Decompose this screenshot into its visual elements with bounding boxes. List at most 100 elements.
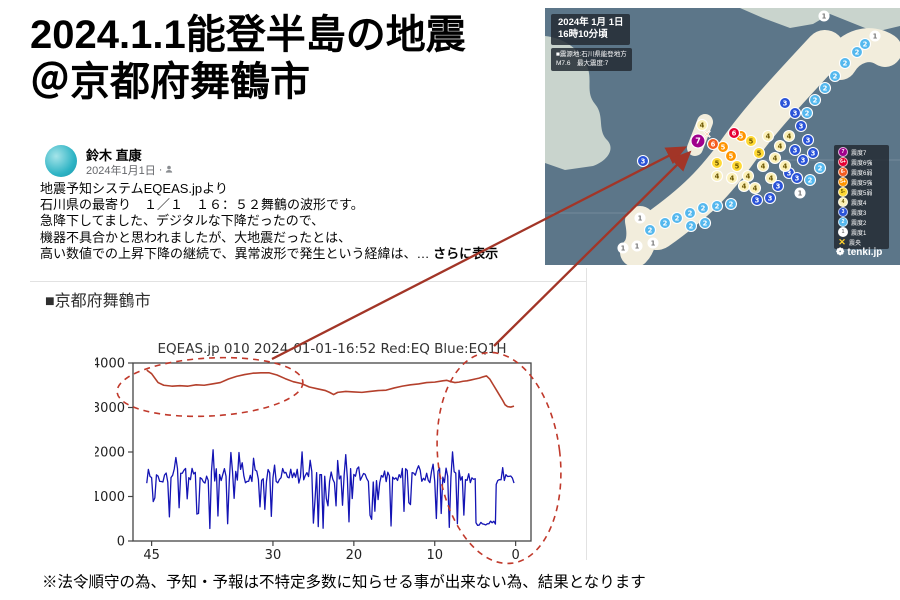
intensity-dot-icon: 7 xyxy=(838,147,848,158)
intensity-marker-circle xyxy=(818,10,830,22)
intensity-marker-circle xyxy=(730,159,744,173)
intensity-dot-icon: 5- xyxy=(838,187,848,198)
intensity-marker-circle xyxy=(773,139,787,153)
intensity-marker-circle xyxy=(744,134,758,148)
intensity-marker-number: 3 xyxy=(641,157,646,165)
intensity-marker-circle xyxy=(724,149,738,163)
intensity-marker-number: 3 xyxy=(787,169,792,177)
intensity-marker-number: 5 xyxy=(749,137,754,145)
intensity-marker: 2 xyxy=(838,56,852,70)
intensity-marker-circle xyxy=(796,153,810,167)
post-author-name[interactable]: 鈴木 直康 xyxy=(86,148,142,163)
intensity-marker-number: 4 xyxy=(761,162,766,170)
x-tick-label: 20 xyxy=(346,548,363,563)
avatar[interactable] xyxy=(45,145,77,177)
intensity-marker-number: 2 xyxy=(703,219,708,227)
intensity-marker-number: 2 xyxy=(688,209,693,217)
intensity-marker: 4 xyxy=(741,169,755,183)
intensity-marker-circle xyxy=(869,30,881,42)
intensity-marker-number: 1 xyxy=(621,244,626,252)
intensity-marker-number: 3 xyxy=(793,109,798,117)
intensity-marker-number: 2 xyxy=(833,72,838,80)
intensity-marker-number: 2 xyxy=(675,214,680,222)
post-body-line: 機器不具合かと思われましたが、大地震だったとは、 xyxy=(40,229,352,245)
legend-label: 震度6弱 xyxy=(851,170,873,177)
intensity-marker: 4 xyxy=(748,181,762,195)
map-source-box: ■震源地:石川県能登地方 M7.6 最大震度:7 xyxy=(551,48,632,71)
intensity-marker: 2 xyxy=(698,216,712,230)
intensity-marker-number: 4 xyxy=(753,184,758,192)
post-date: 2024年1月1日 xyxy=(86,165,156,177)
intensity-marker: 3 xyxy=(778,96,792,110)
tenki-logo: ❁ tenki.jp xyxy=(836,247,882,258)
intensity-marker: 3 xyxy=(750,193,764,207)
legend-label: 震度1 xyxy=(851,230,867,237)
intensity-marker-circle xyxy=(806,146,820,160)
intensity-marker-number: 4 xyxy=(742,182,747,190)
y-tick-label: 2000 xyxy=(95,446,125,461)
intensity-marker-circle xyxy=(782,129,796,143)
intensity-marker-number: 2 xyxy=(808,176,813,184)
intensity-marker: 2 xyxy=(696,201,710,215)
intensity-marker: 3 xyxy=(763,191,777,205)
intensity-marker-circle xyxy=(710,199,724,213)
page-title-line1: 2024.1.1能登半島の地震 xyxy=(30,13,466,57)
legend-label: 震度6強 xyxy=(851,160,873,167)
tenki-logo-text: tenki.jp xyxy=(847,247,883,258)
intensity-marker-number: 1 xyxy=(798,189,803,197)
legend-item: 3 震度3 xyxy=(838,207,885,218)
intensity-marker-circle xyxy=(724,197,738,211)
map-date-line2: 16時10分頃 xyxy=(558,29,608,41)
intensity-marker-number: 4 xyxy=(769,174,774,182)
intensity-marker: 5 xyxy=(730,159,744,173)
intensity-dot-icon: 4 xyxy=(838,197,848,208)
intensity-marker-number: 4 xyxy=(778,142,783,150)
intensity-marker: 5 xyxy=(752,146,766,160)
intensity-marker-number: 2 xyxy=(823,84,828,92)
map-date-box: 2024年 1月 1日 16時10分頃 xyxy=(551,14,631,45)
intensity-marker-number: 2 xyxy=(648,226,653,234)
epicenter-x-icon: ✕ xyxy=(702,129,711,141)
privacy-icon xyxy=(165,164,173,176)
intensity-marker-circle xyxy=(778,96,792,110)
see-more-link[interactable]: さらに表示 xyxy=(433,245,499,261)
intensity-marker-number: 4 xyxy=(787,132,792,140)
intensity-marker-circle xyxy=(698,216,712,230)
intensity-marker-circle xyxy=(808,93,822,107)
legend-label: 震度5強 xyxy=(851,180,873,187)
intensity-marker: 4 xyxy=(782,129,796,143)
intensity-marker: 1 xyxy=(617,242,629,254)
page-title: 2024.1.1能登半島の地震 ＠京都府舞鶴市 xyxy=(30,12,466,106)
intensity-marker: 2 xyxy=(683,206,697,220)
intensity-marker-number: 2 xyxy=(715,202,720,210)
page-title-line2: ＠京都府舞鶴市 xyxy=(30,60,310,104)
chart-title: EQEAS.jp 010 2024-01-01-16:52 Red:EQ Blu… xyxy=(158,341,507,357)
intensity-marker-number: 2 xyxy=(729,200,734,208)
intensity-marker-circle xyxy=(858,37,872,51)
intensity-marker-circle xyxy=(696,201,710,215)
post-body-line: 高い数値での上昇下降の継続で、異常波形で発生という経緯は、… さらに表示 xyxy=(40,245,499,261)
intensity-marker-number: 1 xyxy=(635,242,640,250)
legend-label: 震度7 xyxy=(851,150,867,157)
legend-item: 6- 震度6弱 xyxy=(838,167,885,178)
intensity-marker: 3 xyxy=(788,106,802,120)
intensity-marker: 5 xyxy=(710,156,724,170)
intensity-marker: 4 xyxy=(710,169,724,183)
intensity-marker-number: 4 xyxy=(766,132,771,140)
intensity-marker-number: 4 xyxy=(783,162,788,170)
intensity-marker-number: 2 xyxy=(855,48,860,56)
legend-item: 5+ 震度5強 xyxy=(838,177,885,188)
intensity-dot-icon: 2 xyxy=(838,217,848,228)
legend-label: 震度2 xyxy=(851,220,867,227)
legend-item: 7 震度7 xyxy=(838,147,885,158)
intensity-marker-number: 1 xyxy=(822,12,827,20)
map-date-line1: 2024年 1月 1日 xyxy=(558,17,624,28)
intensity-marker-circle xyxy=(748,181,762,195)
intensity-marker: 2 xyxy=(658,216,672,230)
intensity-dot-icon: 3 xyxy=(838,207,848,218)
footer-note: ※法令順守の為、予知・予報は不特定多数に知らせる事が出来ない為、結果となります xyxy=(42,574,646,591)
intensity-marker: 2 xyxy=(724,197,738,211)
intensity-dot-icon: 1 xyxy=(838,227,848,238)
intensity-marker-circle xyxy=(725,171,739,185)
intensity-marker-number: 5 xyxy=(735,162,740,170)
